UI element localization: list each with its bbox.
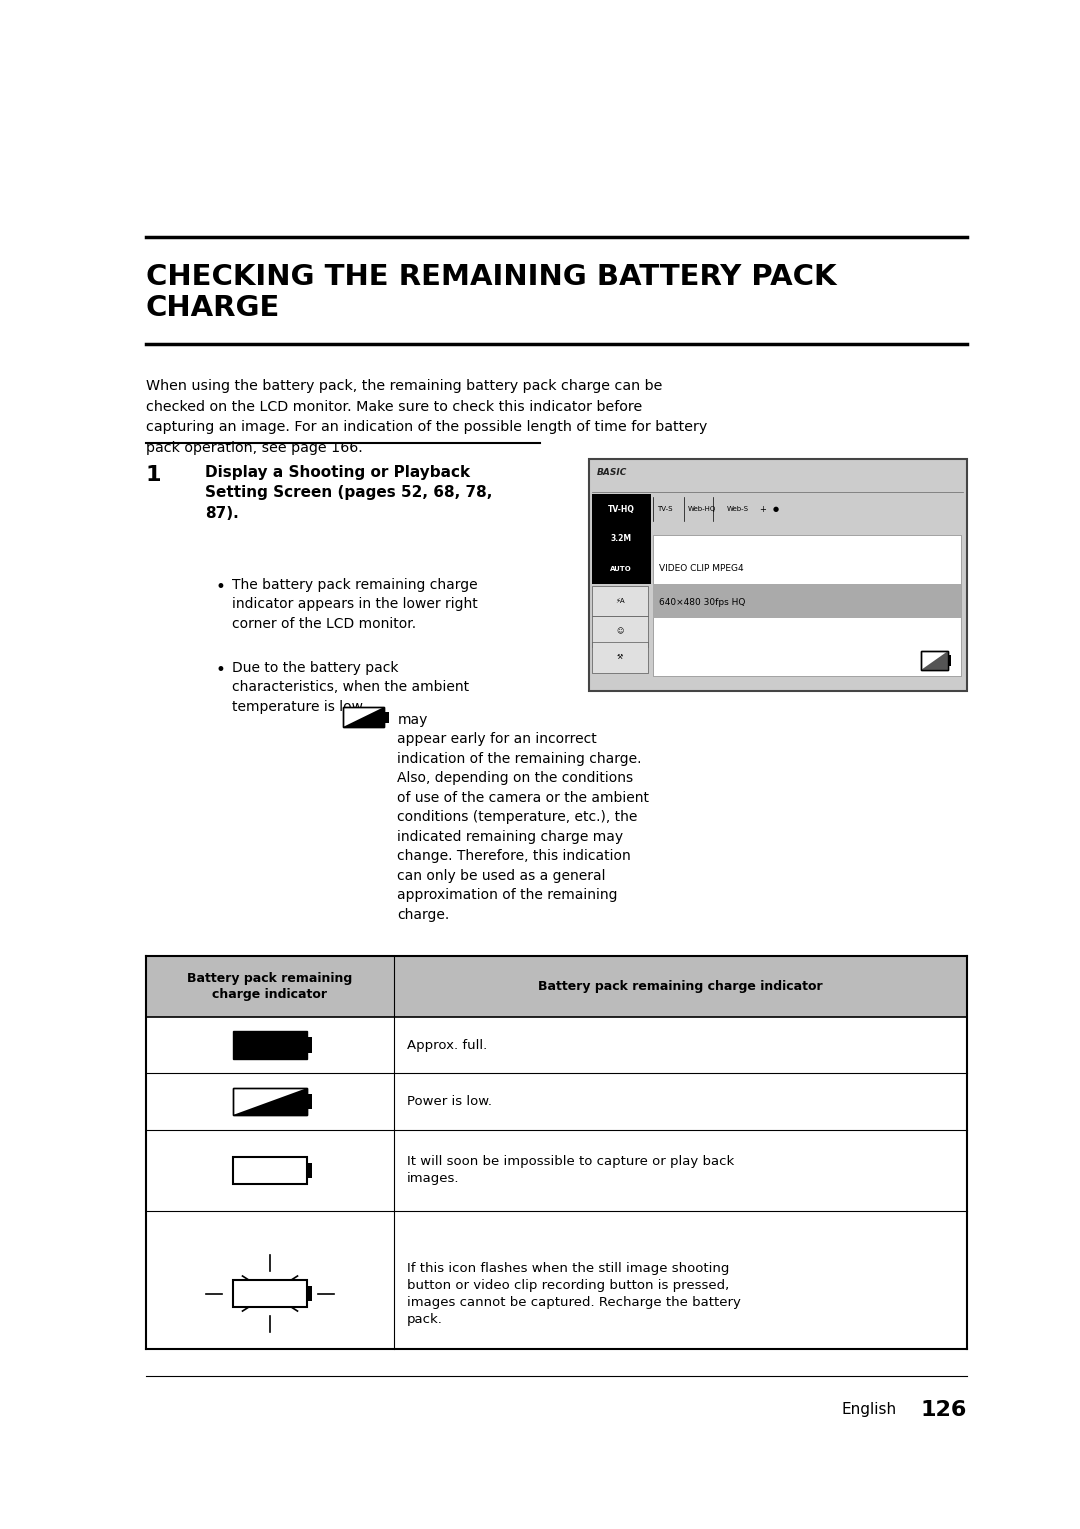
Text: Due to the battery pack
characteristics, when the ambient
temperature is low,: Due to the battery pack characteristics,…	[232, 661, 470, 714]
Bar	[653, 584, 961, 618]
Bar	[920, 650, 948, 670]
Text: ⚒: ⚒	[617, 654, 623, 661]
Bar	[343, 706, 384, 728]
Bar	[592, 553, 651, 584]
Bar	[384, 711, 389, 723]
Text: ☺: ☺	[617, 628, 623, 635]
Bar	[592, 523, 651, 553]
Bar	[948, 654, 950, 667]
Text: ●: ●	[772, 506, 779, 512]
Text: Battery pack remaining
charge indicator: Battery pack remaining charge indicator	[187, 972, 353, 1000]
Text: 3.2M: 3.2M	[610, 534, 632, 543]
Bar	[394, 956, 967, 1017]
Text: Power is low.: Power is low.	[407, 1095, 492, 1109]
Bar	[233, 1087, 307, 1115]
Bar	[307, 1286, 312, 1301]
Bar	[307, 1093, 312, 1110]
Polygon shape	[343, 708, 384, 728]
Text: AUTO: AUTO	[610, 566, 632, 572]
Bar	[233, 1156, 307, 1183]
Text: ⚡A: ⚡A	[616, 598, 624, 604]
Bar	[233, 1280, 307, 1307]
Bar	[589, 459, 967, 691]
Bar	[146, 956, 394, 1017]
Text: English: English	[841, 1402, 896, 1417]
Text: If this icon flashes when the still image shooting
button or video clip recordin: If this icon flashes when the still imag…	[407, 1261, 741, 1326]
Text: When using the battery pack, the remaining battery pack charge can be
checked on: When using the battery pack, the remaini…	[146, 379, 707, 456]
Text: CHECKING THE REMAINING BATTERY PACK
CHARGE: CHECKING THE REMAINING BATTERY PACK CHAR…	[146, 263, 836, 323]
Bar	[592, 586, 648, 616]
Text: BASIC: BASIC	[597, 468, 627, 477]
Bar	[592, 494, 651, 524]
Bar	[920, 650, 948, 670]
Text: 1: 1	[146, 465, 161, 485]
Text: 126: 126	[920, 1399, 967, 1420]
Text: Web-S: Web-S	[727, 506, 748, 512]
Bar	[307, 1037, 312, 1053]
Text: It will soon be impossible to capture or play back
images.: It will soon be impossible to capture or…	[407, 1156, 734, 1185]
Bar	[343, 706, 384, 728]
Bar	[592, 616, 648, 647]
Polygon shape	[233, 1087, 307, 1115]
Text: VIDEO CLIP MPEG4: VIDEO CLIP MPEG4	[659, 564, 743, 573]
Text: Battery pack remaining charge indicator: Battery pack remaining charge indicator	[538, 980, 823, 992]
Bar	[592, 642, 648, 673]
Text: TV-HQ: TV-HQ	[608, 505, 634, 514]
Text: •: •	[216, 578, 226, 596]
Text: Web-HQ: Web-HQ	[688, 506, 716, 512]
Text: Display a Shooting or Playback
Setting Screen (pages 52, 68, 78,
87).: Display a Shooting or Playback Setting S…	[205, 465, 492, 520]
Text: 640×480 30fps HQ: 640×480 30fps HQ	[659, 598, 745, 607]
Text: Approx. full.: Approx. full.	[407, 1038, 487, 1052]
Bar	[233, 1087, 307, 1115]
Text: The battery pack remaining charge
indicator appears in the lower right
corner of: The battery pack remaining charge indica…	[232, 578, 478, 631]
Polygon shape	[920, 650, 948, 670]
Text: TV-S: TV-S	[657, 506, 672, 512]
Text: +: +	[759, 505, 766, 514]
Text: may
appear early for an incorrect
indication of the remaining charge.
Also, depe: may appear early for an incorrect indica…	[397, 713, 649, 922]
Text: •: •	[216, 661, 226, 679]
Bar	[307, 1162, 312, 1179]
Bar	[653, 535, 961, 676]
Bar	[233, 1031, 307, 1058]
